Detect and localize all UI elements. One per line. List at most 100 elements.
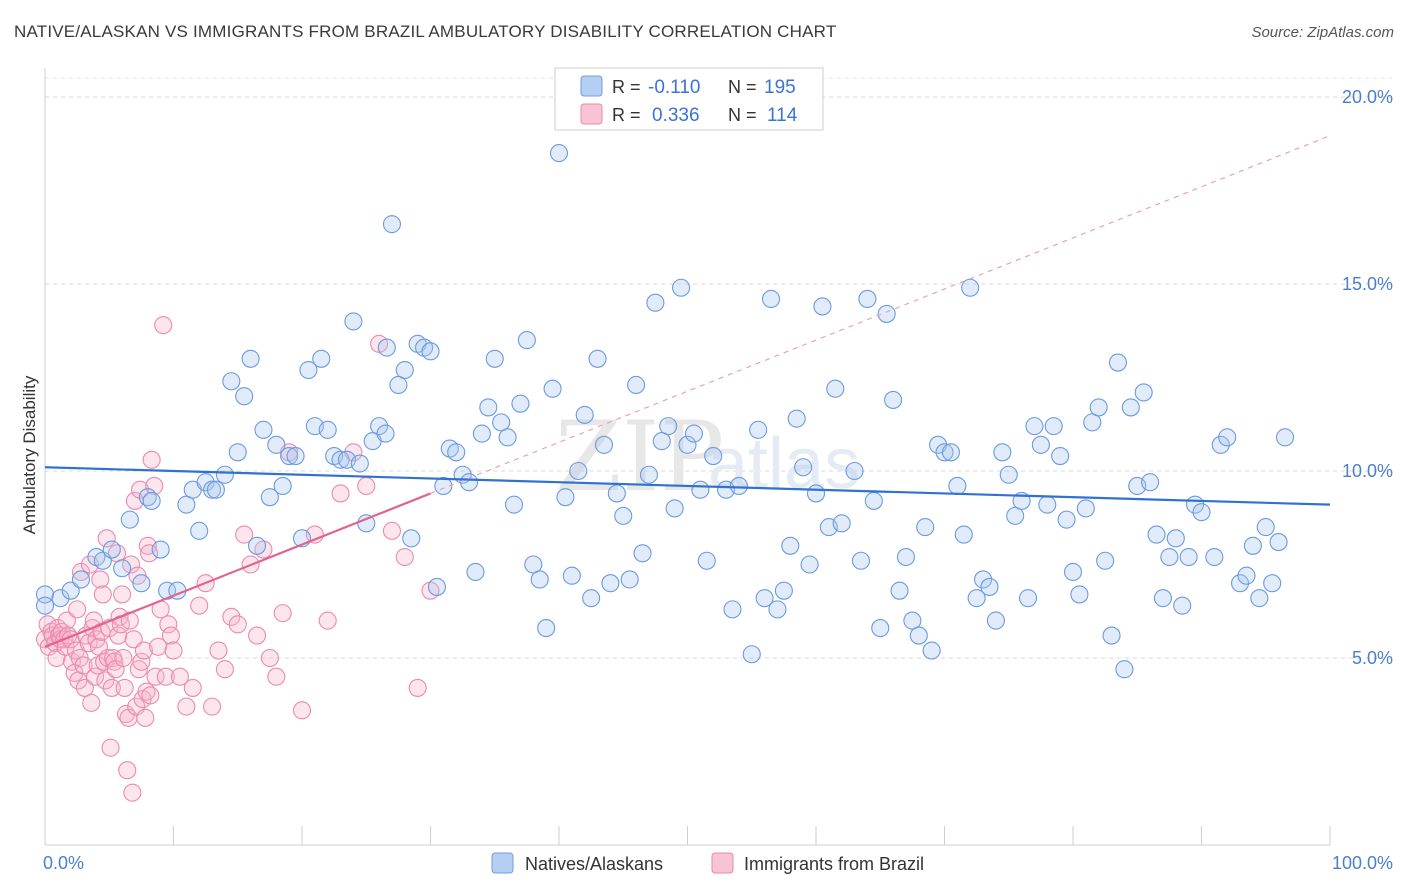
natives-point xyxy=(665,499,684,518)
legend-r-value-pink: 0.336 xyxy=(652,105,700,126)
brazil-point xyxy=(118,761,137,780)
natives-point xyxy=(749,420,768,439)
natives-point xyxy=(884,390,903,409)
natives-point xyxy=(241,349,260,368)
legend-bottom-label-natives: Natives/Alaskans xyxy=(525,854,663,874)
natives-point xyxy=(620,570,639,589)
legend-bottom-label-brazil: Immigrants from Brazil xyxy=(744,854,924,874)
natives-point xyxy=(479,398,498,417)
natives-point xyxy=(350,454,369,473)
natives-point xyxy=(864,491,883,510)
natives-point xyxy=(427,577,446,596)
natives-point xyxy=(472,424,491,443)
natives-point xyxy=(582,589,601,608)
natives-point xyxy=(235,387,254,406)
natives-point xyxy=(755,589,774,608)
brazil-point xyxy=(235,525,254,544)
natives-point xyxy=(909,626,928,645)
natives-point xyxy=(961,278,980,297)
natives-point xyxy=(1211,435,1230,454)
natives-point xyxy=(697,551,716,570)
brazil-point xyxy=(142,450,161,469)
natives-point xyxy=(646,293,665,312)
source-credit: Source: ZipAtlas.com xyxy=(1251,24,1394,41)
brazil-point xyxy=(93,585,112,604)
brazil-point xyxy=(203,697,222,716)
natives-point xyxy=(537,619,556,638)
natives-point xyxy=(382,215,402,234)
brazil-point xyxy=(267,667,286,686)
natives-point xyxy=(71,570,91,589)
natives-point xyxy=(954,525,973,544)
natives-point xyxy=(633,544,652,563)
legend-bottom: Natives/Alaskans Immigrants from Brazil xyxy=(491,852,924,874)
brazil-point xyxy=(102,678,121,697)
natives-point xyxy=(51,589,70,608)
chart-title: NATIVE/ALASKAN VS IMMIGRANTS FROM BRAZIL… xyxy=(14,22,837,41)
natives-point xyxy=(254,420,273,439)
natives-point xyxy=(203,480,222,499)
natives-point xyxy=(1044,417,1063,436)
brazil-point xyxy=(273,604,292,623)
natives-point xyxy=(575,405,594,424)
legend-bottom-swatch-blue xyxy=(491,852,514,874)
natives-point xyxy=(331,450,350,469)
natives-point xyxy=(659,417,678,436)
legend-bottom-swatch-pink xyxy=(711,852,734,874)
brazil-point xyxy=(96,671,115,690)
natives-point xyxy=(871,619,890,638)
brazil-point xyxy=(105,652,124,671)
natives-point xyxy=(511,394,530,413)
natives-point xyxy=(1243,536,1262,555)
natives-point xyxy=(344,312,363,331)
brazil-point xyxy=(170,667,189,686)
natives-point xyxy=(247,536,267,555)
natives-point xyxy=(627,375,646,395)
brazil-point xyxy=(75,678,94,697)
natives-point xyxy=(993,443,1012,462)
natives-point xyxy=(1134,383,1153,402)
trend-lines xyxy=(44,135,1331,648)
natives-point xyxy=(312,349,331,368)
natives-point xyxy=(922,641,941,660)
natives-point xyxy=(896,547,916,567)
natives-point xyxy=(761,289,781,309)
natives-point xyxy=(672,278,691,297)
natives-point xyxy=(120,510,139,529)
watermark-zip: ZIP xyxy=(555,401,724,513)
brazil-point xyxy=(122,555,141,574)
brazil-point xyxy=(177,697,196,716)
brazil-point xyxy=(161,626,180,645)
natives-point xyxy=(684,424,703,443)
natives-point xyxy=(813,297,832,316)
brazil-point xyxy=(74,656,93,675)
natives-point xyxy=(1231,574,1250,593)
natives-point xyxy=(569,461,588,481)
natives-point xyxy=(1147,525,1166,544)
legend-n-value-pink: 114 xyxy=(767,105,798,126)
natives-point xyxy=(794,458,813,477)
brazil-point xyxy=(91,570,110,589)
natives-point xyxy=(102,540,121,559)
watermark: ZIP atlas xyxy=(555,401,860,513)
natives-point xyxy=(652,432,671,451)
natives-point xyxy=(986,611,1005,630)
trend-line-natives xyxy=(44,466,1331,506)
natives-point xyxy=(607,484,626,503)
natives-point xyxy=(498,428,517,447)
natives-point xyxy=(1038,495,1057,514)
brazil-point xyxy=(129,660,148,679)
natives-point xyxy=(1153,589,1172,608)
brazil-point xyxy=(318,611,337,630)
natives-point xyxy=(1025,417,1044,436)
brazil-point xyxy=(222,607,241,626)
brazil-point xyxy=(183,678,202,697)
natives-point xyxy=(228,443,247,462)
brazil-point xyxy=(215,660,234,679)
brazil-point xyxy=(145,476,164,496)
natives-point xyxy=(588,349,607,368)
brazil-point xyxy=(71,562,91,582)
natives-point xyxy=(941,443,960,462)
natives-point xyxy=(215,465,234,484)
natives-point xyxy=(1121,398,1140,417)
